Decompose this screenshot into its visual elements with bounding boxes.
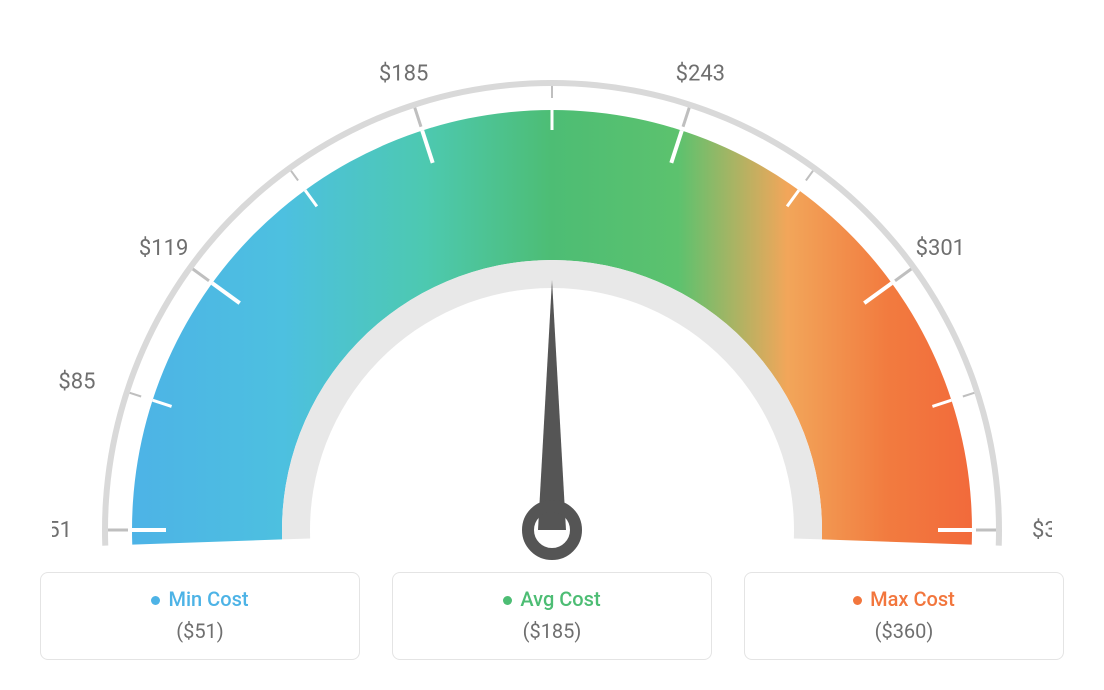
legend-min-value: ($51)	[41, 619, 359, 643]
tick-label: $301	[916, 236, 965, 261]
tick-label: $51	[52, 518, 72, 543]
dot-icon	[503, 596, 512, 605]
tick-label: $85	[58, 370, 95, 395]
legend-min-title: Min Cost	[41, 587, 359, 611]
legend-card-avg: Avg Cost ($185)	[392, 572, 712, 660]
legend-avg-label: Avg Cost	[520, 587, 600, 611]
cost-gauge-chart: $51 $85 $119 $185 $243 $301 $360	[52, 20, 1052, 560]
legend-min-label: Min Cost	[168, 587, 248, 611]
legend-avg-value: ($185)	[393, 619, 711, 643]
legend-avg-title: Avg Cost	[393, 587, 711, 611]
tick-label: $119	[139, 236, 188, 261]
tick-label: $185	[379, 61, 428, 86]
legend-row: Min Cost ($51) Avg Cost ($185) Max Cost …	[40, 572, 1064, 660]
tick-label: $243	[676, 61, 725, 86]
outer-tick	[895, 269, 911, 281]
gauge-svg: $51 $85 $119 $185 $243 $301 $360	[52, 20, 1052, 560]
gauge-needle	[538, 280, 566, 530]
tick-label: $360	[1032, 518, 1052, 543]
outer-tick	[291, 171, 298, 181]
outer-tick	[806, 171, 813, 181]
outer-tick	[963, 393, 974, 397]
legend-card-min: Min Cost ($51)	[40, 572, 360, 660]
outer-tick	[193, 269, 209, 281]
dot-icon	[151, 596, 160, 605]
legend-max-label: Max Cost	[870, 587, 955, 611]
legend-card-max: Max Cost ($360)	[744, 572, 1064, 660]
legend-max-title: Max Cost	[745, 587, 1063, 611]
legend-max-value: ($360)	[745, 619, 1063, 643]
outer-tick	[415, 108, 421, 127]
dot-icon	[853, 596, 862, 605]
outer-tick	[683, 108, 689, 127]
outer-tick	[130, 393, 141, 397]
